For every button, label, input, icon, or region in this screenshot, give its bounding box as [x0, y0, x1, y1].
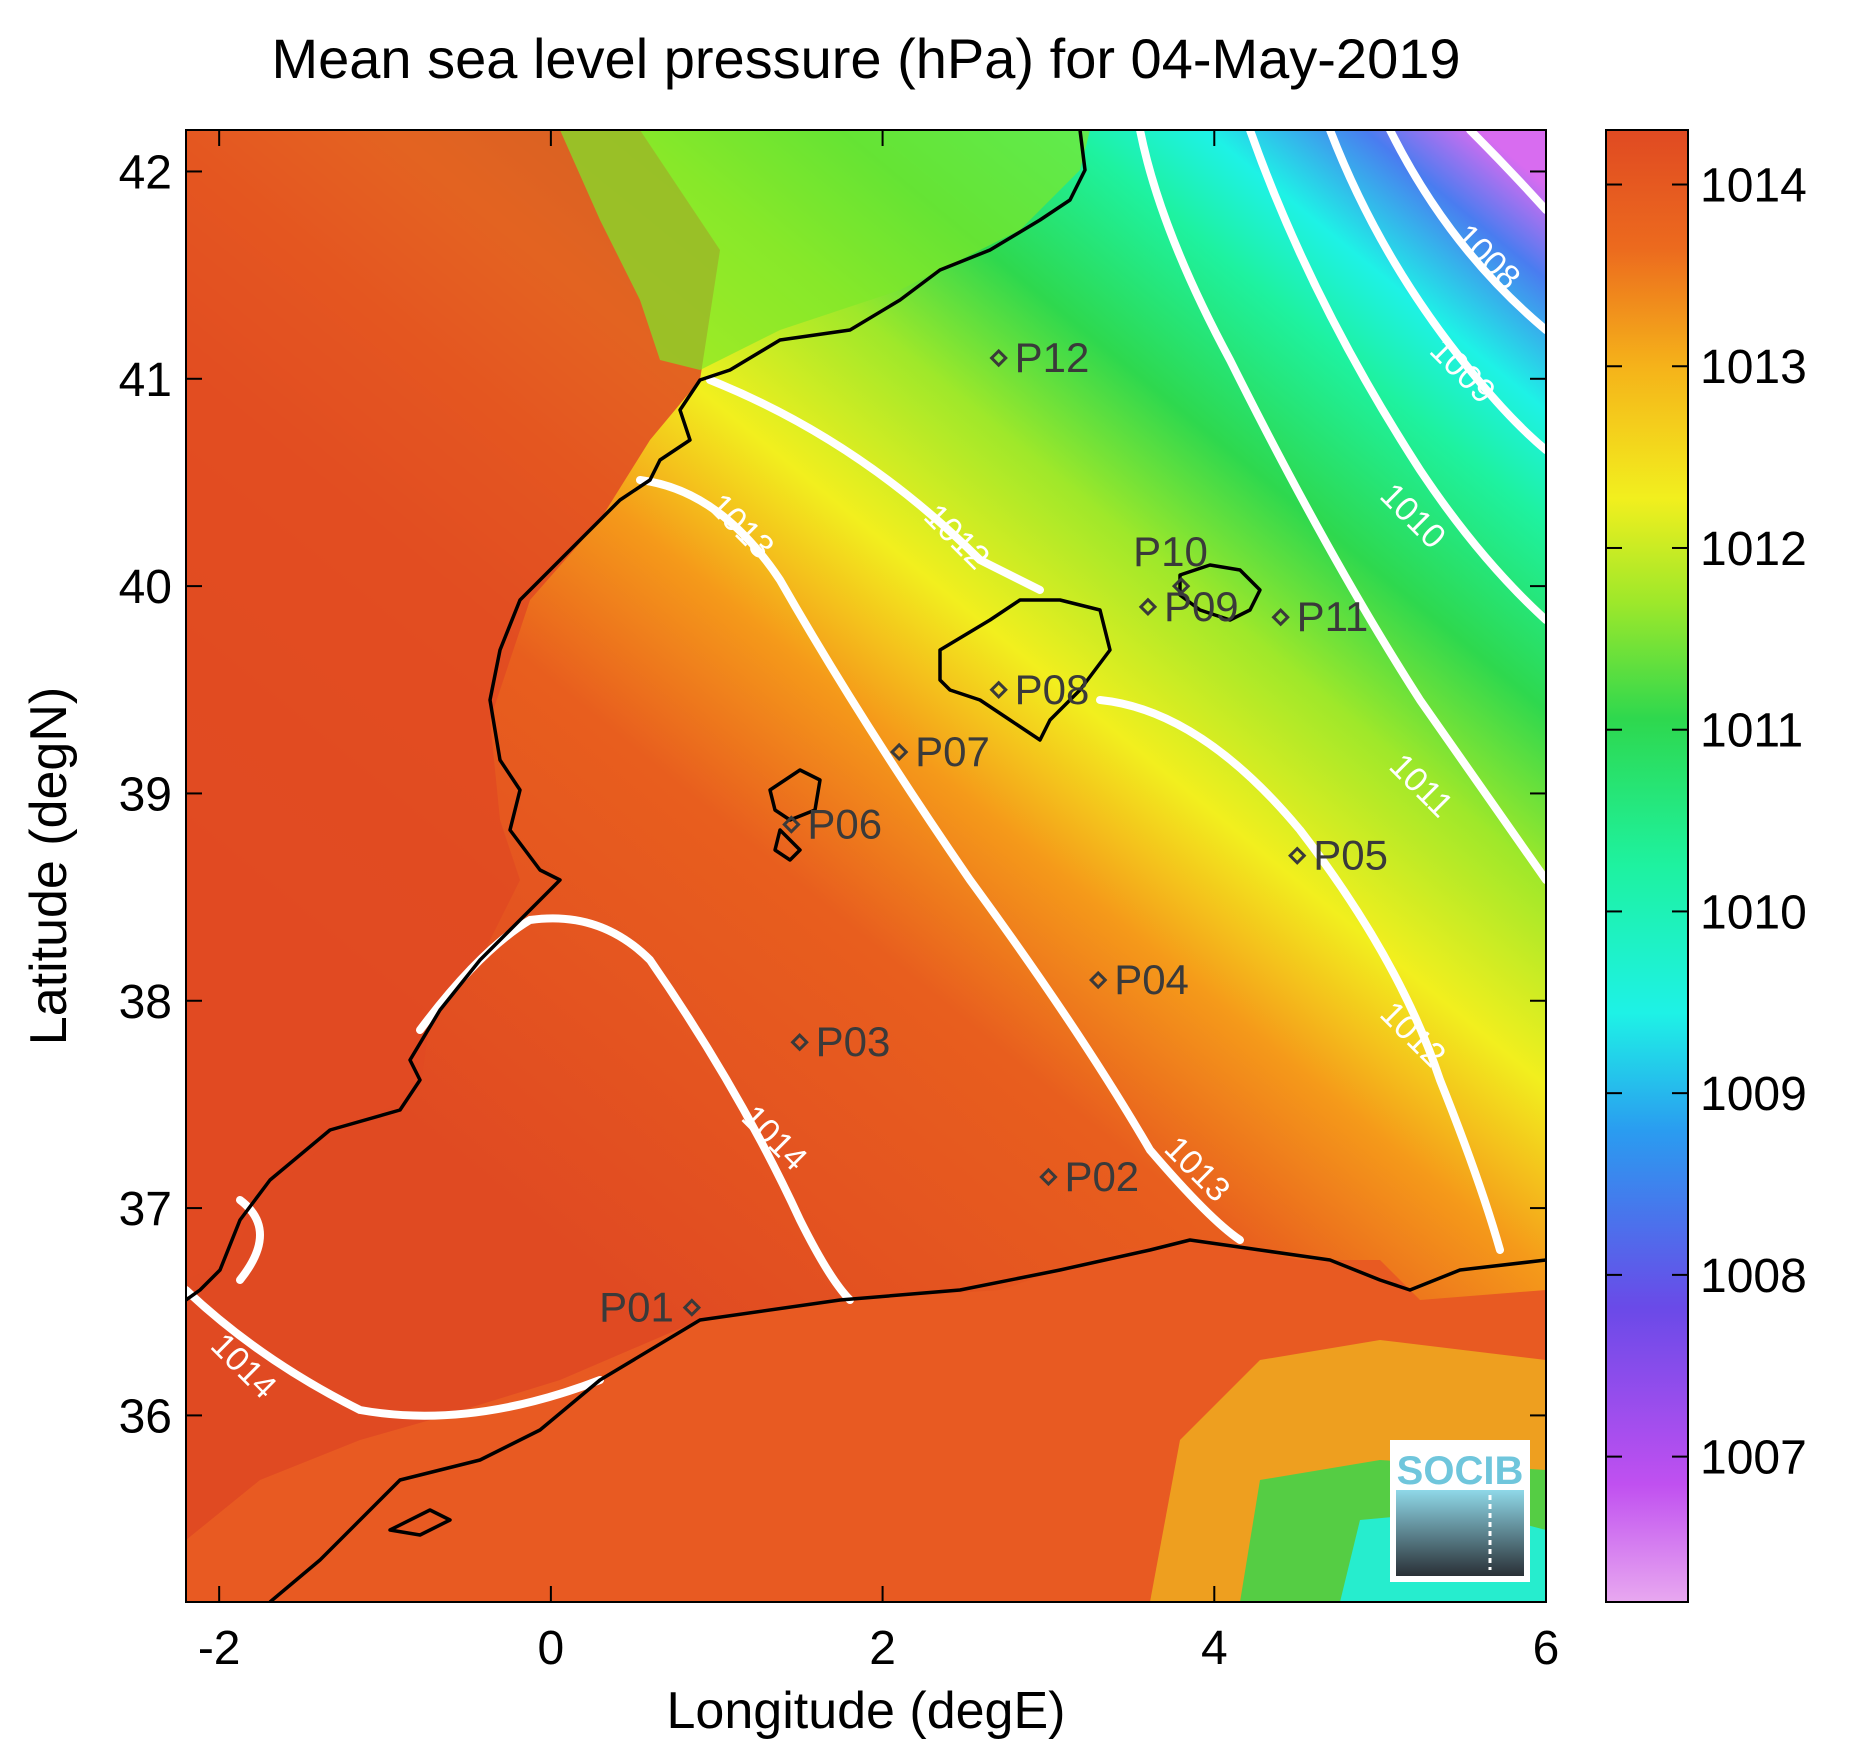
y-tick-label: 36	[119, 1390, 172, 1443]
station-label: P09	[1164, 583, 1239, 630]
station-marker	[1138, 597, 1158, 617]
colorbar	[1605, 129, 1689, 1603]
isobar-1013	[636, 476, 1244, 1244]
y-tick-label: 39	[119, 768, 172, 821]
station-label: P12	[1015, 334, 1090, 381]
iberia-land	[186, 130, 720, 1280]
colorbar-tick-label: 1012	[1700, 523, 1807, 576]
colorbar-tick-label: 1011	[1700, 705, 1803, 758]
isobar-1010	[1246, 130, 1546, 624]
x-tick-label: 4	[1201, 1622, 1228, 1675]
x-tick-label: 2	[869, 1622, 896, 1675]
plot-area: 1008100910101011101210121013101310141014…	[186, 130, 1546, 1602]
logo-text: SOCIB	[1397, 1449, 1524, 1493]
logo-gradient	[1396, 1490, 1524, 1576]
plot-frame	[185, 129, 1547, 1603]
station-label: P07	[915, 728, 990, 775]
y-tick-label: 37	[119, 1183, 172, 1236]
station-marker	[889, 742, 909, 762]
station-marker	[1271, 608, 1290, 627]
isobar-1014b	[186, 1286, 604, 1420]
colorbar-tick-label: 1013	[1700, 341, 1807, 394]
isobar-1007	[1466, 130, 1546, 214]
x-tick-label: -2	[198, 1622, 241, 1675]
isobar-1012a	[706, 376, 1044, 594]
station-label: P03	[816, 1018, 891, 1065]
x-axis: -2 0 2 4 6	[198, 130, 1560, 1675]
station-marker	[1288, 846, 1307, 865]
isobar-1008	[1386, 130, 1546, 334]
colorbar-ticks: 1007 1008 1009 1010 1011 1012 1013 1014	[1606, 160, 1807, 1485]
station-marker	[1089, 970, 1108, 990]
colorbar-tick-label: 1010	[1700, 886, 1807, 939]
africa-coast	[267, 1238, 1546, 1602]
station-label: P10	[1133, 528, 1208, 575]
y-tick-label: 38	[119, 976, 172, 1029]
menorca-coast	[1178, 563, 1262, 622]
colorbar-tick-label: 1008	[1700, 1250, 1807, 1303]
mallorca-coast	[938, 598, 1112, 742]
ibiza-coast	[768, 768, 822, 822]
socib-logo: SOCIB	[1390, 1440, 1530, 1582]
y-tick-label: 40	[119, 561, 172, 614]
y-axis: 36 37 38 39 40 41 42	[119, 146, 1546, 1443]
station-marker	[989, 680, 1008, 699]
x-axis-label: Longitude (degE)	[667, 1682, 1066, 1740]
colorbar-tick-label: 1007	[1700, 1432, 1807, 1485]
alboran-coast	[388, 1508, 452, 1537]
catalonia-land	[560, 130, 1090, 370]
station-label: P08	[1015, 666, 1090, 713]
y-tick-label: 42	[119, 146, 172, 199]
x-tick-label: 0	[538, 1622, 565, 1675]
station-label: P06	[807, 801, 882, 848]
colorbar-tick-label: 1014	[1700, 160, 1807, 213]
isobar-1011	[1136, 130, 1546, 884]
coastlines	[186, 130, 1546, 1602]
station-marker	[682, 1298, 702, 1317]
station-marker	[1039, 1167, 1058, 1187]
isobar-1014c	[236, 1196, 264, 1284]
station-label: P11	[1297, 593, 1369, 640]
map-title: Mean sea level pressure (hPa) for 04-May…	[271, 27, 1460, 90]
station-label: P01	[599, 1284, 674, 1331]
colorbar-tick-label: 1009	[1700, 1068, 1807, 1121]
station-markers: P01 P02 P03 P04 P05 P06 P07 P08 P09 P10 P11 P12	[599, 334, 1388, 1331]
iberia-coast	[186, 130, 1087, 1302]
y-axis-label: Latitude (degN)	[20, 687, 78, 1045]
formentera-coast	[773, 828, 802, 862]
isobar-1009	[1326, 130, 1546, 454]
station-marker	[790, 1033, 809, 1052]
station-label: P04	[1114, 956, 1189, 1003]
station-label: P02	[1064, 1153, 1139, 1200]
station-marker	[989, 348, 1008, 368]
station-label: P05	[1313, 832, 1388, 879]
isobar-1012b	[1096, 696, 1504, 1254]
station-marker	[782, 815, 801, 834]
x-tick-label: 6	[1533, 1622, 1560, 1675]
station-marker	[1171, 576, 1191, 596]
y-tick-label: 41	[119, 354, 172, 407]
